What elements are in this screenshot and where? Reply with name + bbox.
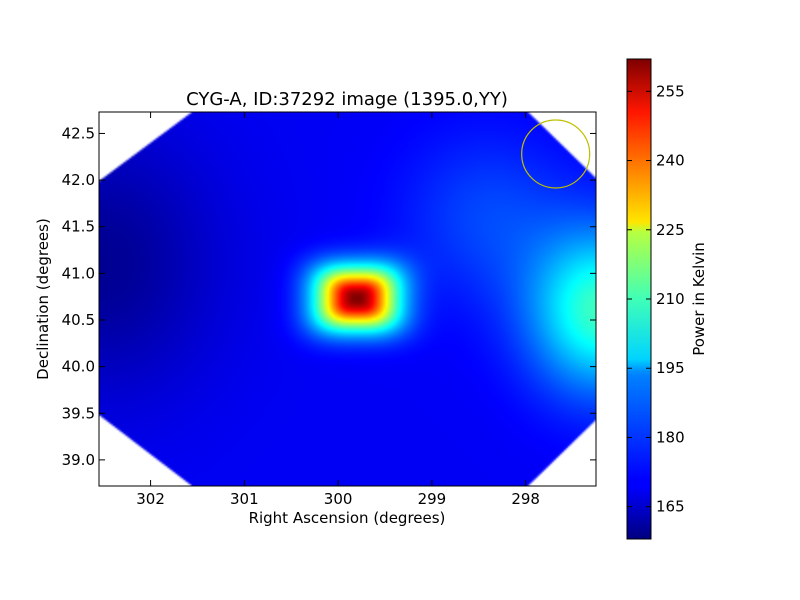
y-tick-label: 42.0 <box>62 171 95 189</box>
x-tick-label: 299 <box>418 490 447 508</box>
x-tick-label: 302 <box>136 490 165 508</box>
x-tick-label: 298 <box>511 490 540 508</box>
axes-frame <box>98 111 597 487</box>
y-tick-label: 40.0 <box>62 358 95 376</box>
colorbar-tick-label: 195 <box>656 359 685 377</box>
colorbar-tick-label: 240 <box>656 152 685 170</box>
y-tick-label: 39.0 <box>62 451 95 469</box>
colorbar-tick-label: 225 <box>656 221 685 239</box>
colorbar-tick-label: 255 <box>656 82 685 100</box>
y-tick-label: 41.0 <box>62 264 95 282</box>
x-tick-label: 301 <box>230 490 259 508</box>
colorbar-tick-label: 165 <box>656 498 685 516</box>
colorbar-tick-label: 180 <box>656 428 685 446</box>
x-axis-ticks: 302 301 300 299 298 <box>136 112 540 508</box>
x-axis-label: Right Ascension (degrees) <box>249 509 446 527</box>
colorbar-tick-label: 210 <box>656 290 685 308</box>
y-axis-ticks: 39.0 39.5 40.0 40.5 41.0 41.5 42.0 42.5 <box>62 124 596 469</box>
image-axes: 302 301 300 299 298 39.0 39.5 40.0 40.5 41.0 41.5… <box>34 89 597 527</box>
y-tick-label: 41.5 <box>62 218 95 236</box>
y-tick-label: 39.5 <box>62 404 95 422</box>
y-axis-label: Declination (degrees) <box>34 218 52 380</box>
beam-marker-circle <box>521 119 591 189</box>
colorbar-label: Power in Kelvin <box>690 242 708 356</box>
colorbar-ticks: 165 180 195 210 225 240 255 <box>627 82 685 516</box>
x-tick-label: 300 <box>324 490 353 508</box>
y-tick-label: 42.5 <box>62 124 95 142</box>
colorbar: 165 180 195 210 225 240 255 Power in Kelvin <box>626 58 708 540</box>
y-tick-label: 40.5 <box>62 311 95 329</box>
chart-title: CYG-A, ID:37292 image (1395.0,YY) <box>186 89 508 110</box>
heatmap-image <box>99 112 596 486</box>
